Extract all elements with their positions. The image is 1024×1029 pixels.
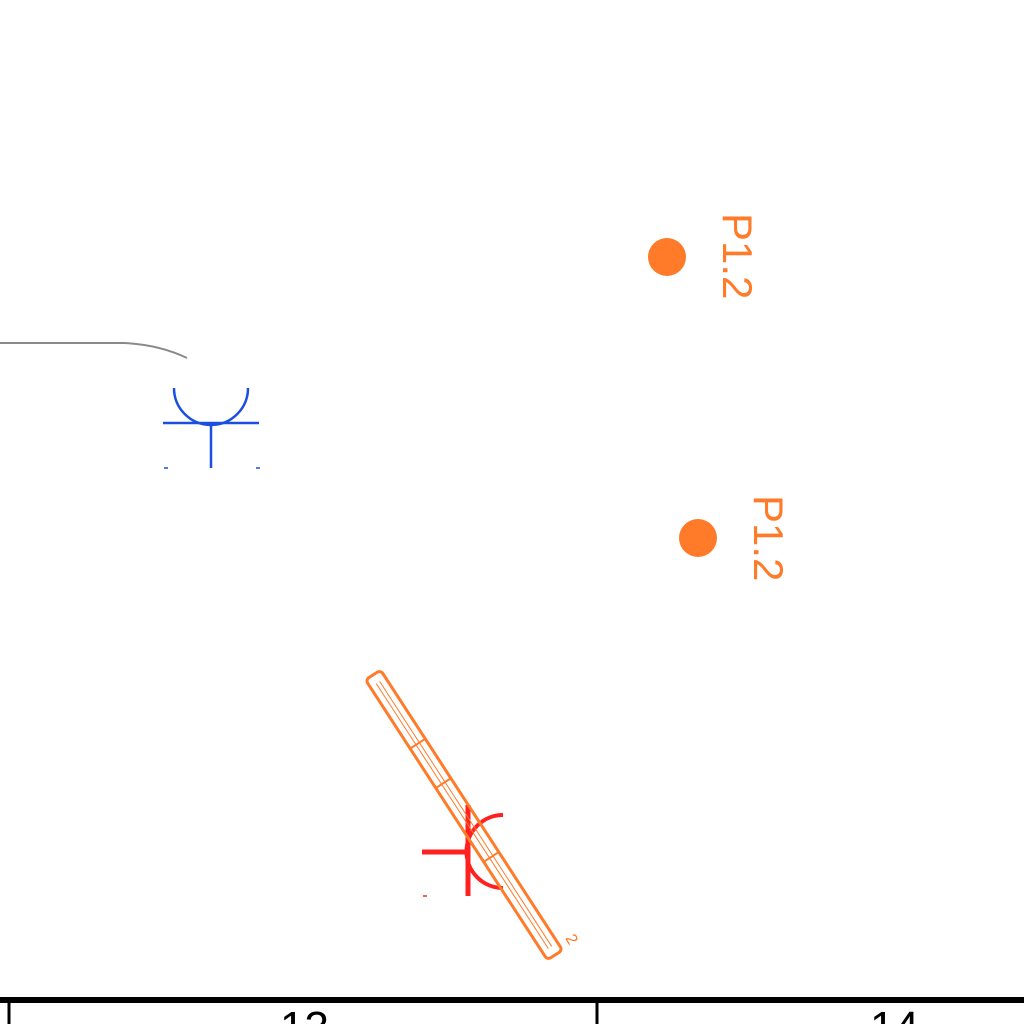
receptacle-symbol-icon: [163, 387, 260, 469]
grid-cell-number: 14: [870, 1003, 919, 1024]
receptacle-symbol-icon: [422, 805, 504, 897]
point-marker-icon[interactable]: [648, 238, 686, 276]
point-label: P1.2: [745, 495, 792, 581]
point-label: P1.2: [714, 213, 761, 299]
point-marker-icon[interactable]: [679, 519, 717, 557]
linear-fixture-icon[interactable]: [365, 670, 563, 960]
fixture-tag: 2: [562, 932, 581, 948]
wire-line: [0, 342, 188, 359]
grid-cell-number: 13: [280, 1003, 329, 1024]
